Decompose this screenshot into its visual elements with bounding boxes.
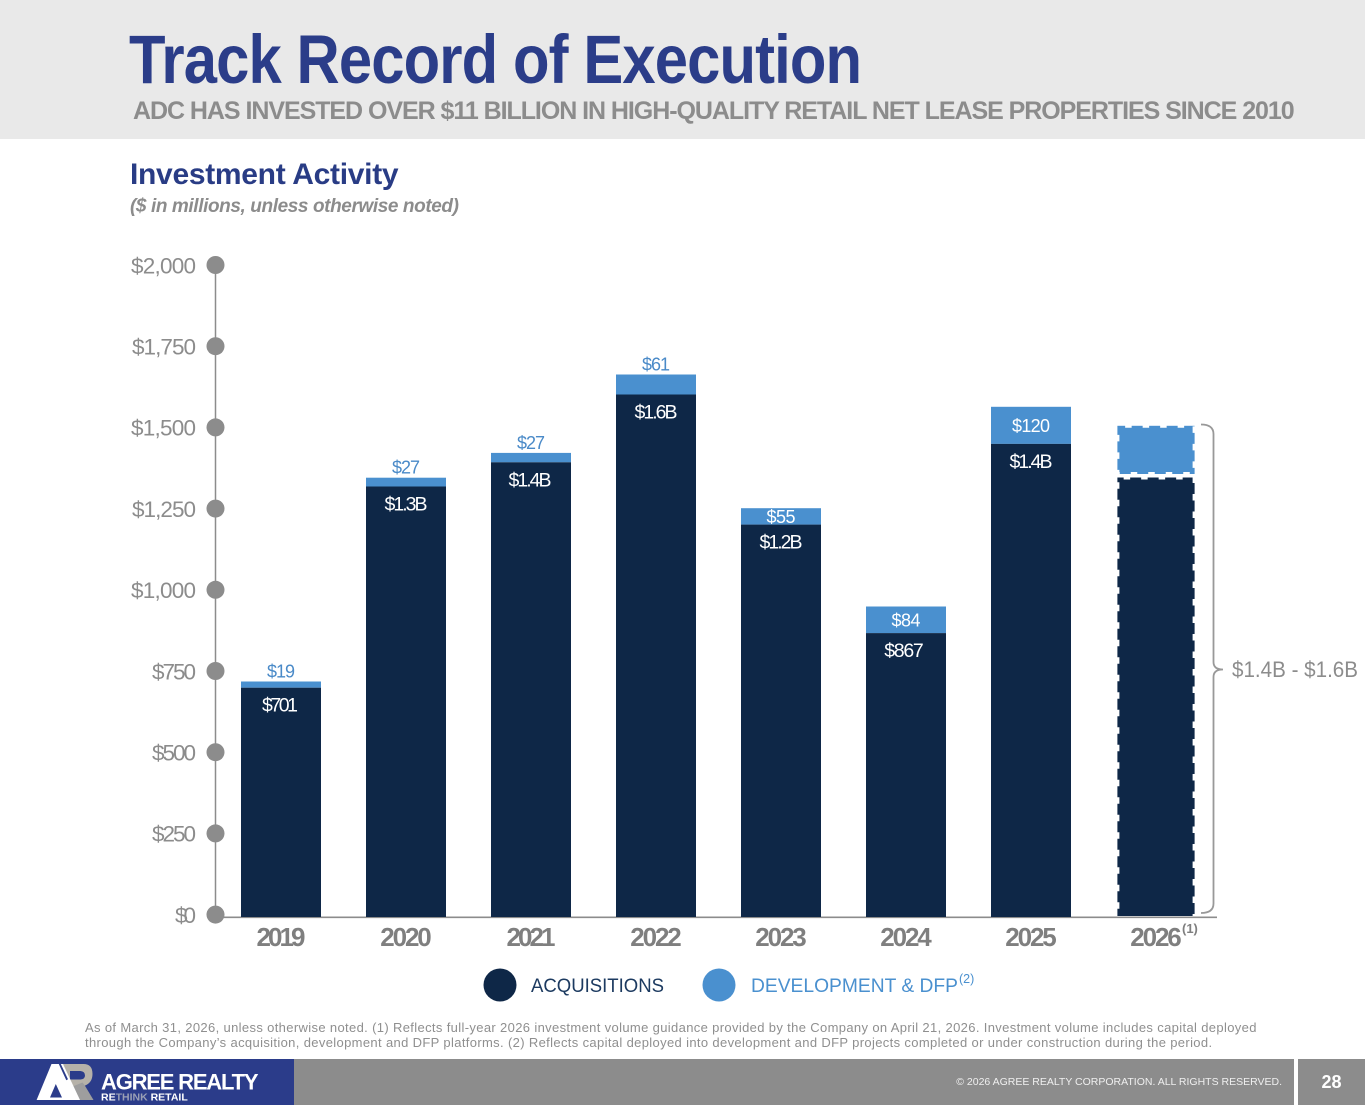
svg-text:2026: 2026	[1130, 922, 1182, 952]
svg-text:$250: $250	[152, 822, 196, 847]
svg-text:$1,500: $1,500	[131, 416, 196, 441]
svg-text:2021: 2021	[507, 922, 556, 952]
svg-text:2022: 2022	[630, 922, 682, 952]
svg-text:(1): (1)	[1182, 921, 1198, 936]
svg-text:DEVELOPMENT & DFP: DEVELOPMENT & DFP	[751, 975, 958, 997]
svg-text:2020: 2020	[380, 922, 432, 952]
svg-text:$55: $55	[767, 507, 796, 527]
svg-text:$701: $701	[262, 695, 298, 717]
svg-text:$1.4B: $1.4B	[509, 469, 552, 491]
svg-text:2025: 2025	[1005, 922, 1057, 952]
svg-text:2023: 2023	[755, 922, 807, 952]
svg-text:2024: 2024	[880, 922, 932, 952]
svg-text:ACQUISITIONS: ACQUISITIONS	[531, 975, 664, 997]
svg-text:$61: $61	[642, 355, 670, 375]
svg-text:2019: 2019	[257, 922, 306, 952]
svg-text:$84: $84	[892, 611, 921, 631]
svg-text:AGREE REALTY: AGREE REALTY	[101, 1070, 259, 1095]
svg-text:$867: $867	[884, 640, 924, 662]
svg-text:$750: $750	[152, 659, 196, 684]
svg-text:$500: $500	[152, 741, 196, 766]
svg-text:$19: $19	[267, 662, 295, 682]
svg-text:$0: $0	[175, 903, 196, 928]
svg-text:$120: $120	[1012, 416, 1050, 436]
svg-text:$1.4B: $1.4B	[1010, 451, 1053, 473]
svg-text:(2): (2)	[959, 972, 974, 986]
svg-text:$1.6B: $1.6B	[635, 402, 678, 424]
svg-text:$1,750: $1,750	[132, 335, 196, 360]
svg-text:$27: $27	[392, 458, 420, 478]
svg-text:$1,000: $1,000	[131, 578, 196, 603]
svg-text:$27: $27	[517, 433, 545, 453]
svg-text:$2,000: $2,000	[131, 253, 196, 278]
svg-text:$1.2B: $1.2B	[760, 532, 803, 554]
svg-text:RETHINK RETAIL: RETHINK RETAIL	[101, 1092, 188, 1104]
svg-text:$1.4B - $1.6B: $1.4B - $1.6B	[1232, 657, 1358, 682]
svg-text:$1.3B: $1.3B	[385, 494, 428, 516]
svg-text:$1,250: $1,250	[132, 497, 196, 522]
